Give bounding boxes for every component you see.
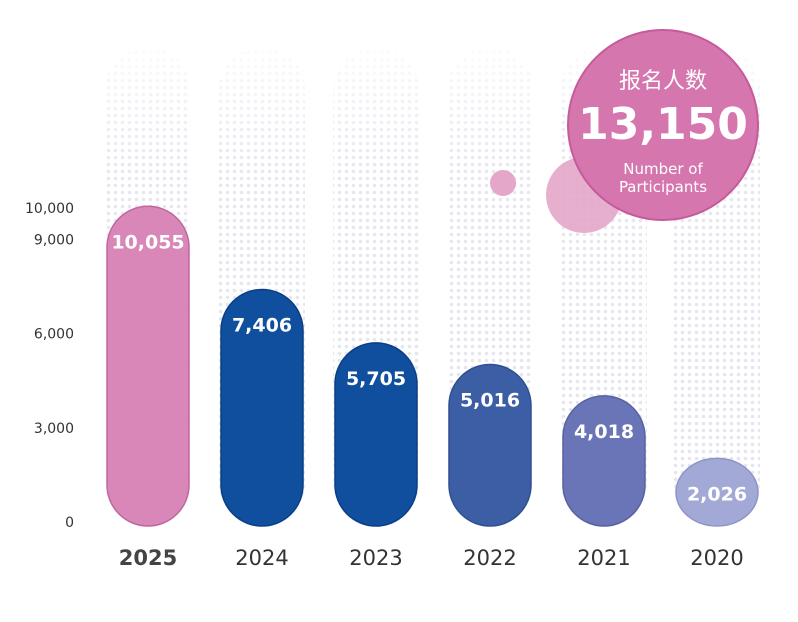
badge-title: 报名人数 <box>619 69 707 94</box>
bar-value-label-2025: 10,055 <box>111 231 184 253</box>
y-tick-label: 6,000 <box>34 327 74 343</box>
y-axis: 0 3,000 6,000 9,000 10,000 <box>25 201 74 531</box>
x-tick-label-2025: 2025 <box>119 546 177 570</box>
badge-value: 13,150 <box>578 99 748 150</box>
bar-value-label-2021: 4,018 <box>574 421 634 443</box>
bar-value-label-2022: 5,016 <box>460 389 520 411</box>
x-tick-label-2024: 2024 <box>235 546 288 570</box>
bar-2024 <box>220 288 304 527</box>
bar-2025 <box>106 205 190 527</box>
participants-badge: 报名人数 13,150 Number of Participants <box>567 29 759 221</box>
bar-2020 <box>675 457 759 527</box>
decor-bubble-small <box>490 170 516 196</box>
x-tick-label-2023: 2023 <box>349 546 402 570</box>
y-tick-label: 3,000 <box>34 421 74 437</box>
badge-subtitle-line2: Participants <box>619 178 707 196</box>
y-tick-label: 0 <box>65 515 74 531</box>
bars: 10,055 7,406 5,705 5,016 4,018 2,026 <box>106 205 759 527</box>
bar-value-label-2020: 2,026 <box>687 483 747 505</box>
x-axis: 2025 2024 2023 2022 2021 2020 <box>119 546 744 570</box>
x-tick-label-2020: 2020 <box>690 546 743 570</box>
y-tick-label: 9,000 <box>34 232 74 248</box>
y-tick-label: 10,000 <box>25 201 74 217</box>
x-tick-label-2022: 2022 <box>463 546 516 570</box>
bar-2022 <box>448 363 532 527</box>
badge-subtitle-line1: Number of <box>623 160 703 178</box>
bar-value-label-2023: 5,705 <box>346 368 406 390</box>
x-tick-label-2021: 2021 <box>577 546 630 570</box>
bar-2021 <box>562 395 646 527</box>
bar-value-label-2024: 7,406 <box>232 314 292 336</box>
badge-circle <box>567 29 759 221</box>
bar-2023 <box>334 342 418 527</box>
